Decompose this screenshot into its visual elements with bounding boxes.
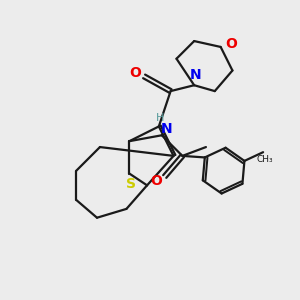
- Text: O: O: [150, 174, 162, 188]
- Text: CH₃: CH₃: [256, 155, 273, 164]
- Text: O: O: [129, 66, 141, 80]
- Text: N: N: [190, 68, 202, 82]
- Text: S: S: [126, 177, 136, 191]
- Text: H: H: [156, 113, 164, 123]
- Text: N: N: [160, 122, 172, 136]
- Text: O: O: [225, 37, 237, 51]
